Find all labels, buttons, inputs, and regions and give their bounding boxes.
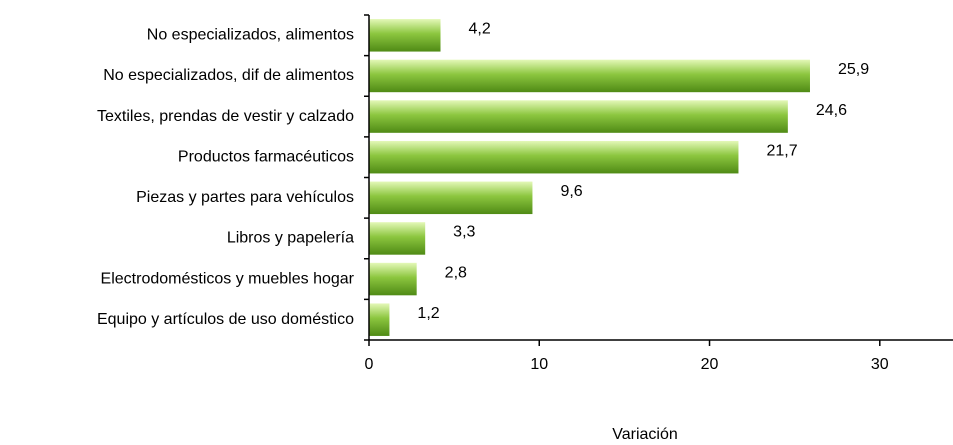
data-label: 25,9 bbox=[838, 61, 869, 78]
data-label: 9,6 bbox=[560, 183, 582, 200]
data-label: 3,3 bbox=[453, 224, 475, 241]
x-axis-title: Variación bbox=[612, 426, 678, 443]
data-label: 21,7 bbox=[766, 142, 797, 159]
data-label: 2,8 bbox=[445, 264, 467, 281]
bar bbox=[369, 19, 441, 52]
y-tick-label: Productos farmacéuticos bbox=[178, 148, 354, 165]
data-label: 4,2 bbox=[469, 21, 491, 38]
bar bbox=[369, 222, 426, 255]
y-tick-label: Electrodomésticos y muebles hogar bbox=[101, 270, 355, 287]
bar bbox=[369, 59, 810, 93]
bar bbox=[369, 303, 390, 336]
y-tick-label: No especializados, dif de alimentos bbox=[103, 67, 354, 84]
y-tick-label: Libros y papelería bbox=[227, 230, 354, 247]
y-tick-label: Textiles, prendas de vestir y calzado bbox=[97, 108, 354, 125]
data-label: 24,6 bbox=[816, 102, 847, 119]
x-tick-label: 20 bbox=[701, 356, 719, 373]
data-label: 1,2 bbox=[417, 305, 439, 322]
bar bbox=[369, 181, 533, 215]
x-tick-label: 10 bbox=[530, 356, 548, 373]
x-tick-label: 0 bbox=[365, 356, 374, 373]
bar bbox=[369, 100, 788, 133]
y-tick-label: No especializados, alimentos bbox=[147, 27, 354, 44]
bar bbox=[369, 262, 417, 296]
y-tick-label: Piezas y partes para vehículos bbox=[136, 189, 354, 206]
bar bbox=[369, 140, 739, 174]
y-tick-label: Equipo y artículos de uso doméstico bbox=[97, 311, 354, 328]
x-tick-label: 30 bbox=[871, 356, 889, 373]
